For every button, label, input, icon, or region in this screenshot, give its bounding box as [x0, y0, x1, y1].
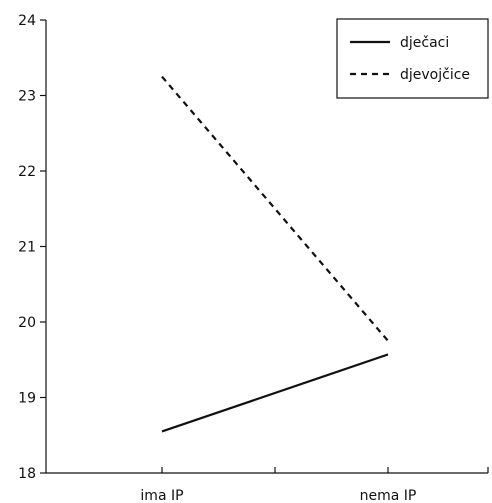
x-tick-label: ima IP	[140, 488, 183, 503]
y-tick-label: 20	[18, 315, 36, 331]
y-tick-label: 18	[18, 466, 36, 482]
x-axis: ima IP nema IP	[46, 467, 489, 503]
series-layer	[161, 75, 389, 433]
x-tick-label: nema IP	[360, 488, 417, 503]
series-line-djevojcice	[161, 75, 389, 342]
y-tick-label: 21	[18, 240, 36, 256]
y-tick-label: 23	[18, 89, 36, 105]
legend: dječaci djevojčice	[336, 18, 489, 99]
y-tick-label: 19	[18, 391, 36, 407]
legend-label-djecaci: dječaci	[400, 35, 449, 51]
y-tick-label: 24	[18, 13, 36, 29]
y-axis: 18 19 20 21 22 23 24	[18, 13, 47, 482]
series-line-djecaci	[161, 353, 389, 433]
legend-label-djevojcice: djevojčice	[400, 67, 470, 83]
legend-box	[336, 18, 489, 99]
y-tick-label: 22	[18, 164, 36, 180]
